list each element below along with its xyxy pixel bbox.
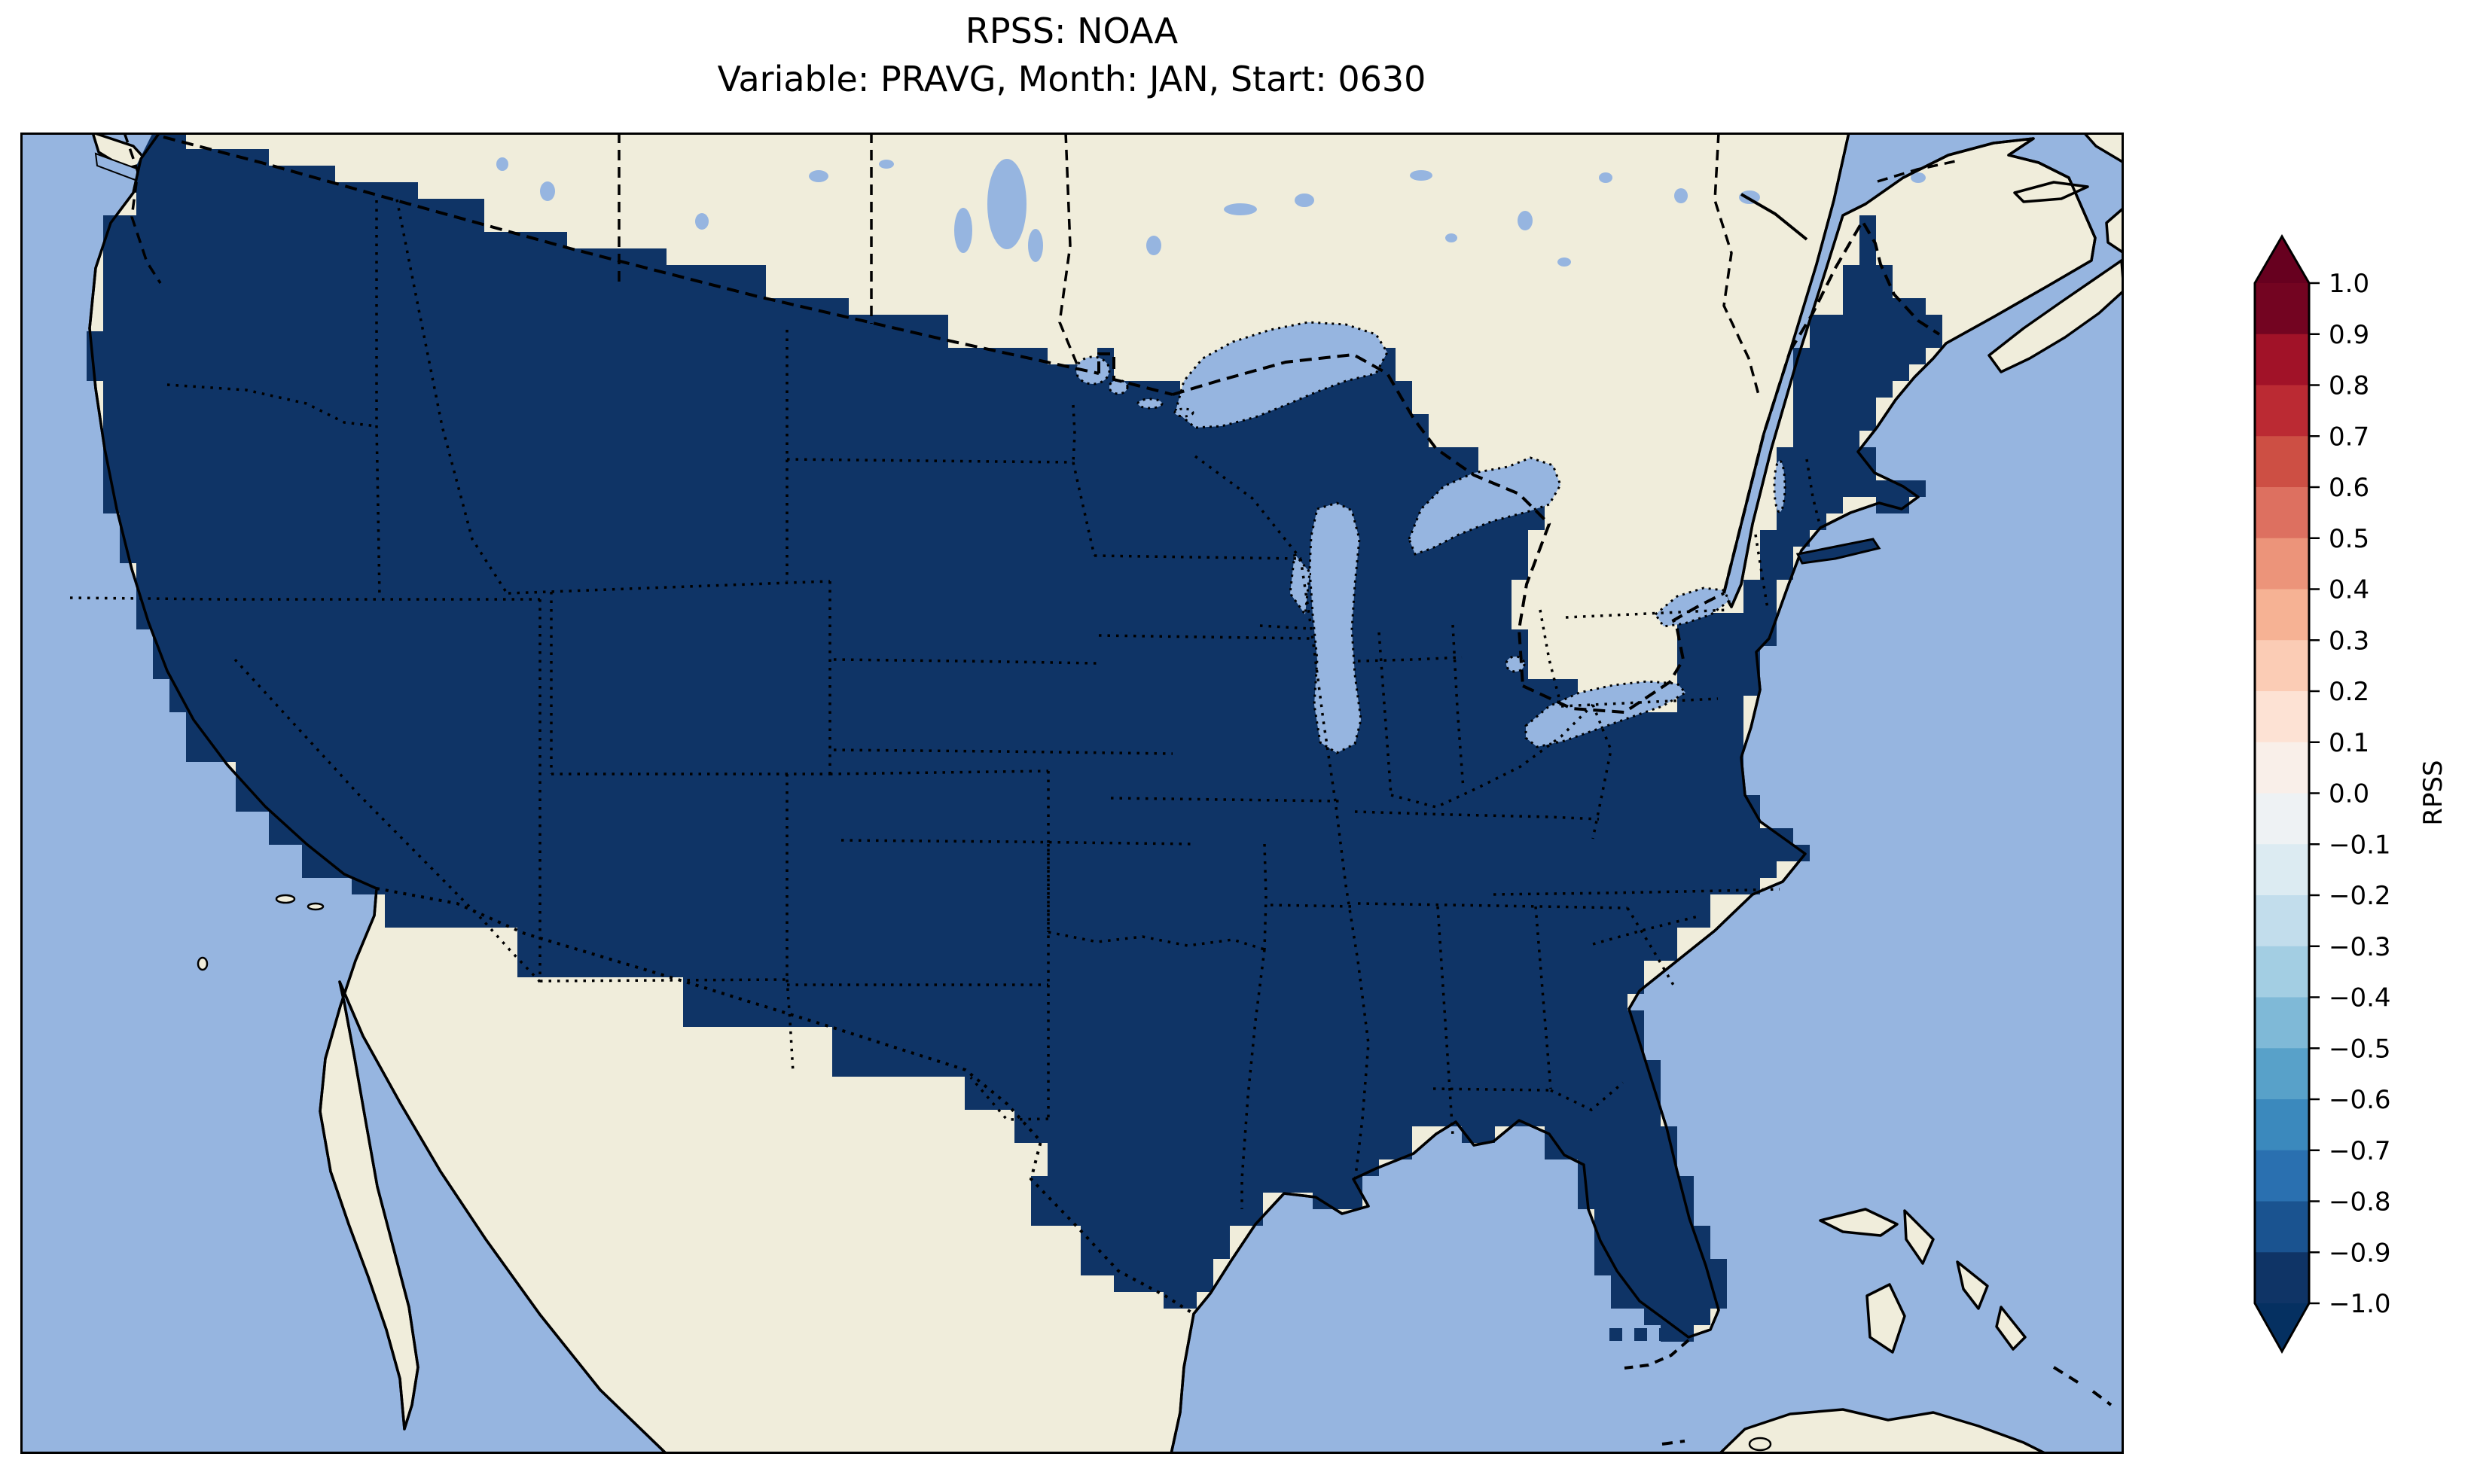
colorbar-segment <box>2255 436 2309 488</box>
great-lake <box>1308 501 1362 754</box>
colorbar-tick-label: −0.5 <box>2329 1034 2391 1064</box>
us-mexico-border <box>376 887 1195 1315</box>
offshore-grid-cells <box>1609 1328 1672 1341</box>
island <box>1987 259 2124 373</box>
colorbar-tick-label: 0.3 <box>2329 626 2369 656</box>
state-borders <box>69 199 1822 1209</box>
colorbar-tick-label: −0.7 <box>2329 1136 2391 1166</box>
great-lake <box>1408 456 1562 556</box>
colorbar-segment <box>2255 844 2309 896</box>
colorbar-segment <box>2255 1150 2309 1202</box>
island <box>2105 206 2124 254</box>
colorbar-segment <box>2255 589 2309 641</box>
colorbar-segment <box>2255 1252 2309 1304</box>
province-borders <box>123 133 1957 395</box>
colorbar-tick-label: −0.2 <box>2329 881 2391 911</box>
island <box>1903 1209 1935 1265</box>
colorbar-tick-label: −0.9 <box>2329 1238 2391 1268</box>
colorbar-segment <box>2255 385 2309 437</box>
colorbar-tick-label: −1.0 <box>2329 1289 2391 1319</box>
colorbar-segment <box>2255 1048 2309 1100</box>
island <box>1956 1260 1989 1310</box>
colorbar-segment <box>2255 1099 2309 1151</box>
us-canada-border <box>163 136 1941 715</box>
colorbar-arrow-over <box>2255 236 2309 283</box>
colorbar-segment <box>2255 691 2309 743</box>
colorbar-segment <box>2255 283 2309 335</box>
colorbar-segment <box>2255 334 2309 386</box>
island <box>2082 133 2124 164</box>
islands-group <box>91 133 2124 1454</box>
colorbar-tick-label: −0.3 <box>2329 932 2391 962</box>
colorbar-tick-label: −0.4 <box>2329 983 2391 1013</box>
florida-keys <box>1624 1339 1690 1370</box>
colorbar-tick-label: −0.1 <box>2329 830 2391 860</box>
map-plot <box>20 133 2124 1454</box>
bahamas-cays <box>1661 1366 2113 1446</box>
colorbar-tick-label: 0.8 <box>2329 371 2369 401</box>
colorbar-tick-label: 0.7 <box>2329 422 2369 452</box>
colorbar-tick-label: 0.2 <box>2329 677 2369 707</box>
island <box>1819 1208 1899 1237</box>
plot-title-line1: RPSS: NOAA <box>965 11 1179 51</box>
colorbar-segment <box>2255 997 2309 1049</box>
colorbar-segment <box>2255 895 2309 947</box>
great-lake <box>1289 551 1311 618</box>
island <box>1995 1306 2027 1351</box>
map-frame <box>20 133 2124 1454</box>
colorbar-segment <box>2255 1201 2309 1253</box>
colorbar-tick-label: 0.1 <box>2329 728 2369 758</box>
colorbar-segment <box>2255 946 2309 998</box>
colorbar-tick-label: −0.6 <box>2329 1085 2391 1115</box>
colorbar-tick-label: 0.0 <box>2329 779 2369 809</box>
great-lake <box>1653 587 1731 628</box>
island <box>1865 1283 1906 1354</box>
colorbar-tick-label: −0.8 <box>2329 1187 2391 1217</box>
colorbar: 1.0 0.9 0.8 0.7 0.6 0.5 0.4 0.3 0.2 0.1 0.0 −0.1 −0.… <box>2253 234 2448 1354</box>
plot-title-line2: Variable: PRAVG, Month: JAN, Start: 0630 <box>717 59 1426 99</box>
colorbar-tick-label: 0.4 <box>2329 575 2369 605</box>
colorbar-segment <box>2255 793 2309 845</box>
lakes-group <box>1075 321 1786 754</box>
colorbar-tick-label: 0.5 <box>2329 524 2369 554</box>
colorbar-tick-label: 0.6 <box>2329 473 2369 503</box>
colorbar-arrow-under <box>2255 1303 2309 1351</box>
colorbar-segment <box>2255 640 2309 692</box>
island <box>1718 1408 2048 1454</box>
colorbar-segment <box>2255 742 2309 794</box>
us-rpss-fill <box>87 133 1942 1342</box>
colorbar-axis-label: RPSS <box>2418 760 2448 825</box>
colorbar-tick-label: 0.9 <box>2329 320 2369 350</box>
saguenay-river <box>1740 193 1808 241</box>
colorbar-tick-label: 1.0 <box>2329 269 2369 299</box>
great-lake <box>1174 321 1389 429</box>
long-island <box>1795 538 1881 565</box>
coastline <box>88 133 2097 1454</box>
colorbar-segment <box>2255 487 2309 539</box>
colorbar-segment <box>2255 538 2309 590</box>
